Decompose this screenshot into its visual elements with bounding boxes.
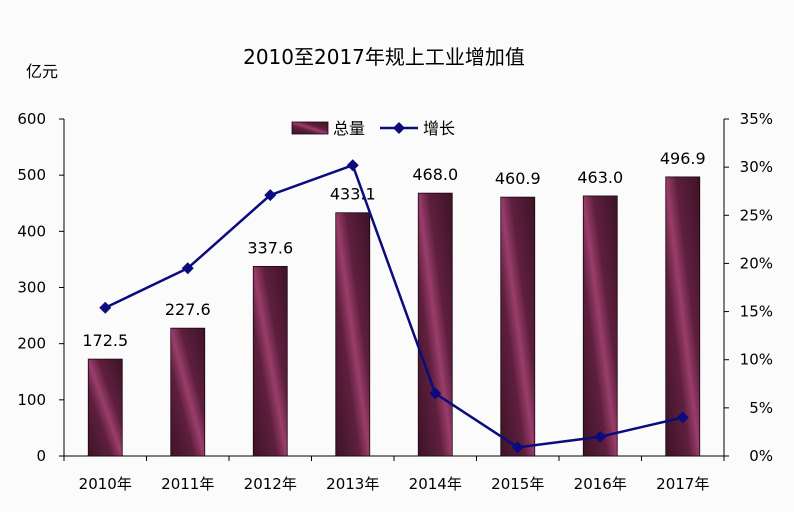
x-tick-label: 2016年	[574, 475, 627, 493]
y-tick-right-label: 15%	[740, 303, 773, 321]
growth-point	[429, 387, 442, 400]
growth-line	[104, 163, 684, 449]
growth-point	[181, 262, 194, 275]
growth-point	[99, 301, 112, 314]
bar	[500, 196, 536, 457]
bar-value-label: 337.6	[247, 238, 293, 257]
growth-point	[594, 430, 607, 443]
bar-value-label: 496.9	[660, 149, 706, 168]
y-tick-left-label: 400	[17, 222, 46, 240]
y-tick-right-label: 30%	[740, 158, 773, 176]
x-tick-label: 2011年	[161, 475, 214, 493]
bar-value-label: 227.6	[165, 300, 211, 319]
legend-swatch-bar	[291, 121, 329, 135]
growth-point	[264, 189, 277, 202]
growth-point	[676, 411, 689, 424]
bar	[335, 212, 371, 457]
growth-point	[346, 159, 359, 172]
y-tick-left-label: 500	[17, 166, 46, 184]
legend-marker-line	[393, 122, 405, 134]
y-tick-right-label: 0%	[749, 447, 773, 465]
y-tick-right-label: 10%	[740, 351, 773, 369]
bar-value-label: 463.0	[577, 168, 623, 187]
x-tick-label: 2010年	[79, 475, 132, 493]
bar	[87, 358, 123, 457]
x-tick-label: 2013年	[326, 475, 379, 493]
bar	[170, 327, 206, 457]
legend-label-line: 增长	[423, 119, 455, 138]
bar	[665, 176, 701, 457]
y-tick-right-label: 25%	[740, 206, 773, 224]
x-tick-label: 2012年	[244, 475, 297, 493]
y-tick-left-label: 300	[17, 279, 46, 297]
bar-value-label: 433.1	[330, 185, 376, 204]
bar-value-label: 172.5	[82, 331, 128, 350]
bar	[417, 192, 453, 457]
y-axis-left-label: 亿元	[26, 62, 58, 81]
y-tick-left-label: 200	[17, 335, 46, 353]
y-tick-left-label: 100	[17, 391, 46, 409]
y-tick-right-label: 20%	[740, 254, 773, 272]
y-tick-right-label: 35%	[740, 110, 773, 128]
bar-value-label: 460.9	[495, 169, 541, 188]
y-tick-left-label: 600	[17, 110, 46, 128]
y-tick-right-label: 5%	[749, 399, 773, 417]
legend-label-bar: 总量	[333, 119, 365, 138]
bar	[582, 195, 618, 457]
growth-point	[511, 441, 524, 454]
x-tick-label: 2017年	[656, 475, 709, 493]
y-tick-left-label: 0	[36, 447, 46, 465]
x-tick-label: 2014年	[409, 475, 462, 493]
bar	[252, 265, 288, 457]
bar-value-label: 468.0	[412, 165, 458, 184]
chart-title: 2010至2017年规上工业增加值	[243, 45, 525, 69]
x-tick-label: 2015年	[491, 475, 544, 493]
plot-area: 0 100 200 300 400 500 600 0% 5% 10% 15% 20% 25% 30% 35…	[17, 110, 773, 493]
